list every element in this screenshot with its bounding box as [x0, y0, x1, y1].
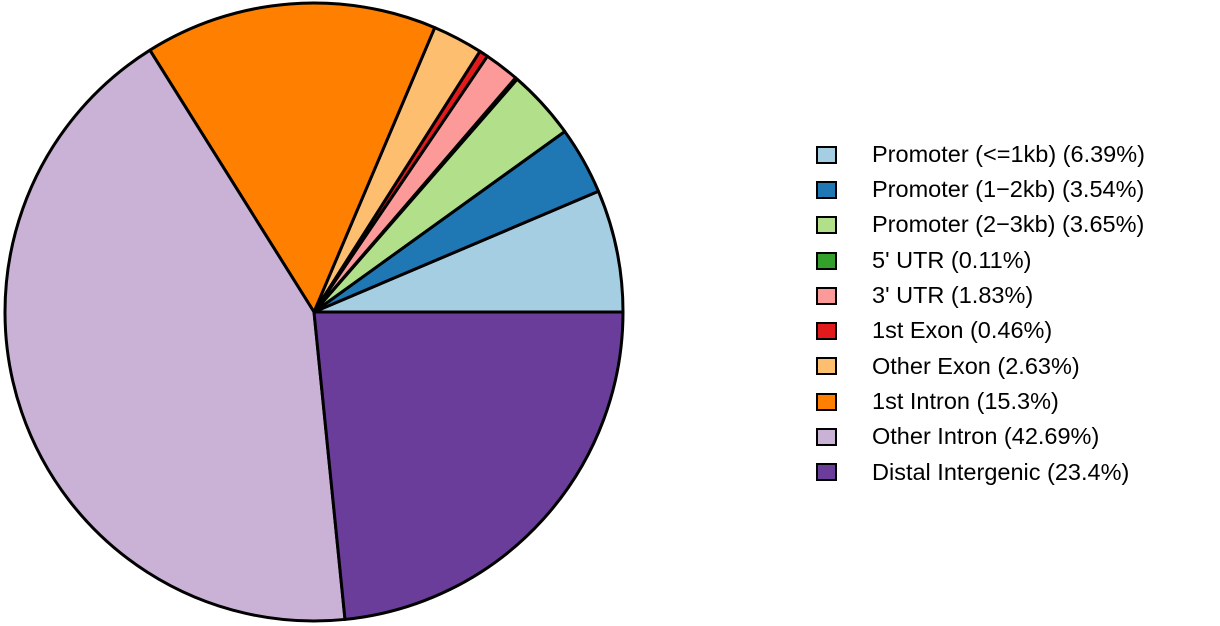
- legend-swatch-icon: [816, 145, 837, 164]
- pie-slice: [312, 310, 625, 621]
- chart-legend: Promoter (<=1kb) (6.39%) Promoter (1−2kb)…: [816, 137, 1216, 490]
- legend-item: Promoter (1−2kb) (3.54%): [816, 172, 1216, 207]
- pie-slice: [312, 189, 625, 314]
- legend-item: Distal Intergenic (23.4%): [816, 455, 1216, 490]
- legend-item-label: Promoter (2−3kb) (3.65%): [872, 211, 1145, 238]
- legend-item: Promoter (2−3kb) (3.65%): [816, 208, 1216, 243]
- legend-item-label: 5' UTR (0.11%): [872, 246, 1032, 273]
- legend-item-label: 1st Intron (15.3%): [872, 387, 1059, 414]
- legend-swatch-icon: [816, 392, 837, 411]
- legend-item-label: 3' UTR (1.83%): [872, 282, 1034, 309]
- legend-swatch-icon: [816, 251, 837, 270]
- legend-item: 5' UTR (0.11%): [816, 243, 1216, 278]
- legend-swatch-icon: [816, 357, 837, 376]
- legend-item: 1st Exon (0.46%): [816, 313, 1216, 348]
- pie-slice-group: [3, 1, 625, 623]
- legend-item-label: Promoter (1−2kb) (3.54%): [872, 176, 1145, 203]
- legend-swatch-icon: [816, 216, 837, 235]
- legend-item: 3' UTR (1.83%): [816, 278, 1216, 313]
- legend-item-label: 1st Exon (0.46%): [872, 317, 1053, 344]
- pie-slice: [3, 48, 347, 623]
- legend-swatch-icon: [816, 322, 837, 341]
- pie-slice: [148, 1, 437, 314]
- legend-item: Promoter (<=1kb) (6.39%): [816, 137, 1216, 172]
- legend-item-label: Promoter (<=1kb) (6.39%): [872, 140, 1145, 167]
- legend-item: 1st Intron (15.3%): [816, 384, 1216, 419]
- legend-item-label: Other Intron (42.69%): [872, 423, 1100, 450]
- legend-item-label: Distal Intergenic (23.4%): [872, 458, 1130, 485]
- legend-swatch-icon: [816, 428, 837, 447]
- legend-item: Other Exon (2.63%): [816, 349, 1216, 384]
- legend-swatch-icon: [816, 180, 837, 199]
- legend-swatch-icon: [816, 463, 837, 482]
- legend-item-label: Other Exon (2.63%): [872, 352, 1080, 379]
- legend-swatch-icon: [816, 286, 837, 305]
- legend-item: Other Intron (42.69%): [816, 419, 1216, 454]
